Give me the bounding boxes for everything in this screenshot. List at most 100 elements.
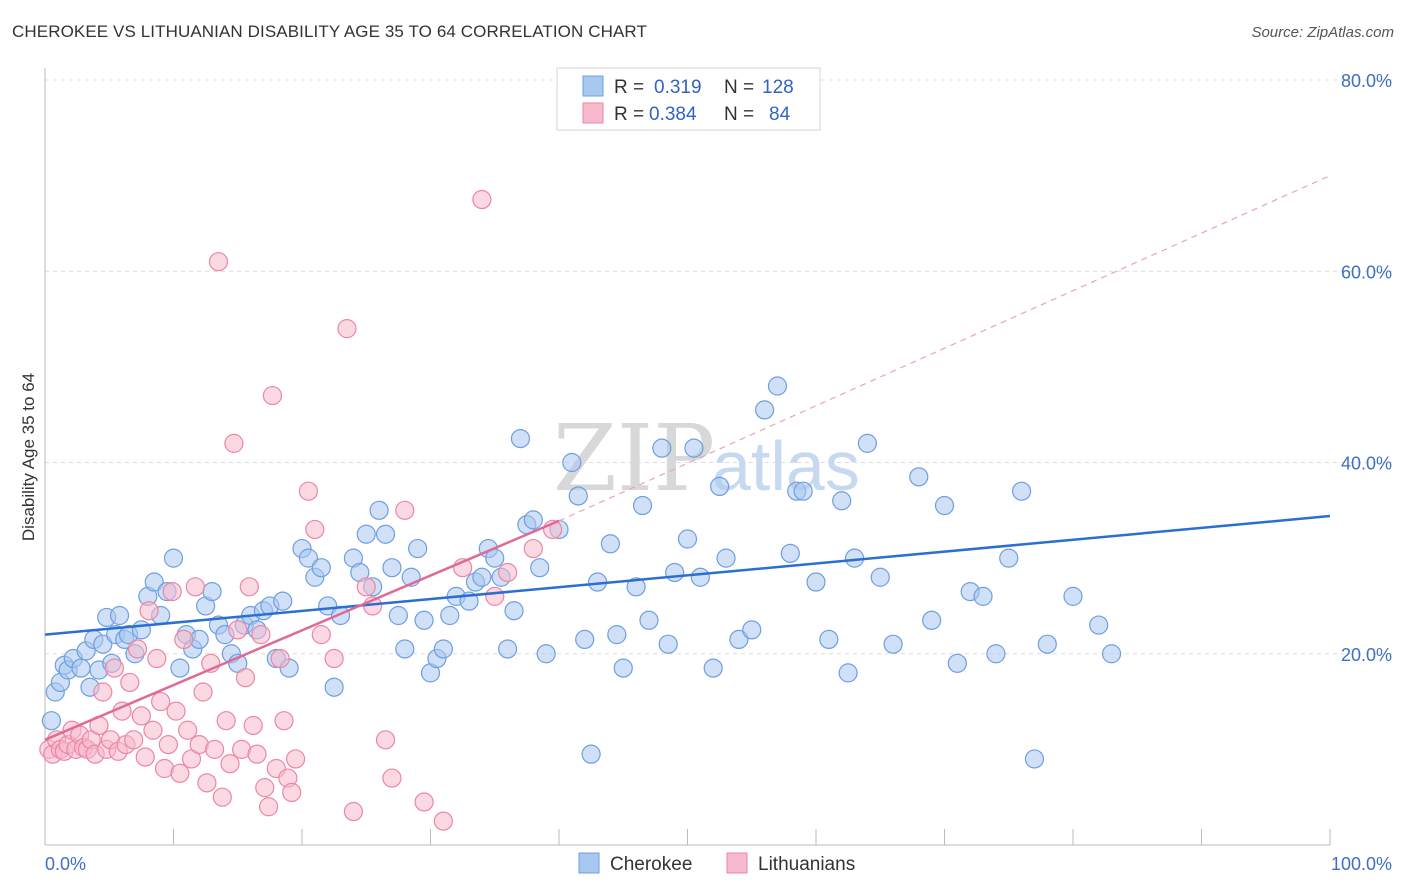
point-cherokee: [1024, 749, 1045, 769]
trend-line-lithuanians: [44, 519, 560, 741]
point-cherokee: [318, 596, 338, 616]
grid-lines: 20.0% 40.0% 60.0% 80.0%: [45, 71, 1392, 665]
trend-line-cherokee: [44, 514, 1331, 636]
point-cherokee: [999, 548, 1019, 568]
point-cherokee: [832, 491, 852, 511]
point-cherokee: [131, 620, 151, 640]
source-label: Source: ZipAtlas.com: [1251, 24, 1394, 41]
point-cherokee: [665, 562, 685, 583]
series-lithuanians: [39, 189, 563, 831]
point-cherokee: [109, 605, 130, 626]
point-lithuanians: [285, 749, 306, 769]
point-lithuanians: [247, 744, 267, 764]
point-cherokee: [144, 572, 164, 592]
point-lithuanians: [174, 629, 194, 650]
point-lithuanians: [395, 500, 415, 520]
point-cherokee: [754, 400, 775, 420]
point-cherokee: [523, 510, 543, 530]
point-lithuanians: [158, 734, 178, 755]
point-cherokee: [1063, 586, 1083, 606]
point-cherokee: [1101, 644, 1122, 664]
legend-r-value-cherokee: 0.319: [654, 77, 702, 98]
bottom-legend-swatch-lithuanians: [726, 852, 748, 874]
point-cherokee: [819, 629, 839, 650]
point-lithuanians: [216, 711, 236, 731]
point-cherokee: [170, 658, 190, 678]
y-tick-label: 20.0%: [1341, 645, 1392, 665]
point-cherokee: [934, 495, 955, 516]
legend-n-value-lithuanians: 84: [769, 104, 791, 125]
point-lithuanians: [143, 720, 163, 740]
point-cherokee: [530, 558, 550, 578]
point-cherokee: [729, 629, 749, 650]
trend-extension-lithuanians: [558, 175, 1331, 522]
point-cherokee: [909, 467, 929, 487]
point-lithuanians: [124, 730, 144, 750]
point-lithuanians: [243, 715, 263, 736]
point-lithuanians: [139, 601, 159, 621]
point-lithuanians: [135, 747, 155, 767]
point-lithuanians: [131, 706, 151, 726]
point-cherokee: [947, 653, 967, 673]
point-cherokee: [626, 577, 646, 597]
point-cherokee: [395, 639, 415, 659]
point-lithuanians: [498, 562, 518, 583]
point-cherokee: [973, 586, 993, 606]
point-lithuanians: [414, 792, 434, 812]
point-lithuanians: [93, 682, 113, 702]
point-lithuanians: [197, 773, 217, 793]
point-lithuanians: [337, 319, 357, 339]
y-axis-label: Disability Age 35 to 64: [19, 373, 38, 541]
point-lithuanians: [298, 481, 319, 501]
point-cherokee: [298, 548, 319, 568]
point-lithuanians: [127, 639, 148, 659]
point-cherokee: [163, 548, 184, 568]
point-lithuanians: [185, 577, 205, 597]
point-lithuanians: [208, 252, 229, 272]
legend-swatch-cherokee: [582, 75, 604, 97]
point-cherokee: [600, 534, 621, 554]
point-lithuanians: [251, 625, 271, 645]
bottom-legend-swatch-cherokee: [578, 852, 600, 874]
point-cherokee: [414, 610, 434, 630]
chart-title: CHEROKEE VS LITHUANIAN DISABILITY AGE 35…: [12, 22, 647, 41]
point-lithuanians: [523, 538, 543, 559]
point-cherokee: [838, 663, 858, 683]
point-cherokee: [433, 639, 453, 659]
legend-r-value-lithuanians: 0.384: [649, 104, 697, 125]
point-cherokee: [324, 677, 344, 697]
point-cherokee: [639, 610, 659, 630]
legend-swatch-lithuanians: [582, 102, 604, 124]
point-lithuanians: [305, 519, 325, 540]
point-cherokee: [632, 495, 653, 516]
point-lithuanians: [205, 739, 225, 759]
point-cherokee: [684, 438, 704, 458]
point-lithuanians: [324, 648, 344, 669]
point-lithuanians: [212, 787, 232, 807]
point-lithuanians: [120, 672, 140, 693]
point-cherokee: [710, 476, 730, 497]
y-tick-label: 80.0%: [1341, 71, 1392, 91]
point-lithuanians: [485, 586, 505, 606]
point-lithuanians: [262, 385, 283, 406]
point-cherokee: [1089, 615, 1109, 635]
point-cherokee: [273, 591, 293, 611]
bottom-legend-label-lithuanians: Lithuanians: [758, 854, 855, 875]
legend-r-label-cherokee: R =: [614, 77, 644, 98]
point-lithuanians: [166, 701, 186, 721]
point-lithuanians: [375, 730, 396, 750]
point-lithuanians: [228, 620, 248, 640]
point-cherokee: [375, 524, 396, 544]
series-legend: Cherokee Lithuanians: [578, 852, 855, 875]
point-lithuanians: [433, 811, 453, 831]
point-cherokee: [536, 644, 556, 664]
point-cherokee: [767, 376, 788, 396]
point-cherokee: [806, 572, 826, 592]
legend-r-label-lithuanians: R =: [614, 104, 644, 125]
point-cherokee: [986, 644, 1006, 664]
point-cherokee: [581, 744, 601, 764]
point-lithuanians: [311, 625, 331, 645]
point-lithuanians: [151, 691, 171, 712]
y-tick-label: 40.0%: [1341, 454, 1392, 474]
